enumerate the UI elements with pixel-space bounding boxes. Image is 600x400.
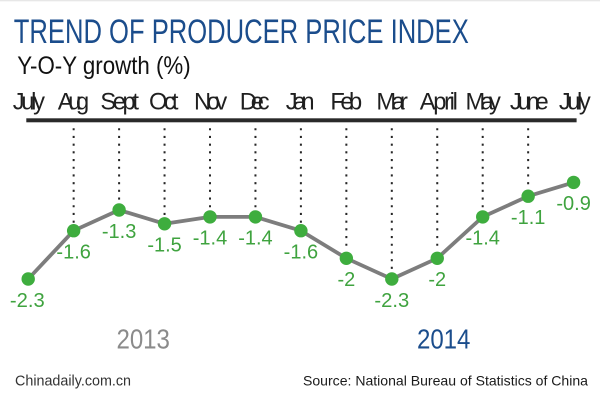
svg-text:July: July [13,90,46,116]
svg-text:-0.9: -0.9 [556,193,590,215]
svg-text:Feb: Feb [330,90,363,116]
svg-text:-1.4: -1.4 [238,228,272,250]
svg-text:Mar: Mar [376,90,408,116]
svg-text:-1.1: -1.1 [511,207,545,229]
svg-text:Y-O-Y growth (%): Y-O-Y growth (%) [17,52,191,80]
svg-text:July: July [559,90,592,116]
svg-text:Jan: Jan [286,90,316,116]
svg-text:-2: -2 [428,269,446,291]
svg-text:-2.3: -2.3 [374,290,409,312]
svg-text:-2: -2 [337,269,355,291]
svg-text:May: May [466,90,502,116]
svg-text:-2.3: -2.3 [10,290,45,312]
svg-text:-1.3: -1.3 [102,221,136,243]
svg-text:-1.6: -1.6 [284,242,318,264]
svg-text:Aug: Aug [58,90,90,116]
svg-text:Oct: Oct [149,90,179,116]
svg-text:Dec: Dec [240,90,271,116]
svg-text:June: June [510,90,550,116]
svg-text:Sept: Sept [100,90,139,116]
svg-text:2014: 2014 [417,324,471,355]
svg-text:Chinadaily.com.cn: Chinadaily.com.cn [15,372,131,389]
svg-text:-1.4: -1.4 [465,228,499,250]
svg-text:-1.4: -1.4 [193,228,227,250]
svg-text:Nov: Nov [194,90,228,116]
svg-text:April: April [420,90,459,116]
svg-text:-1.6: -1.6 [56,242,90,264]
svg-text:Source: National Bureau of Sta: Source: National Bureau of Statistics of… [303,372,588,388]
svg-text:2013: 2013 [116,324,170,355]
svg-text:-1.5: -1.5 [147,235,181,257]
svg-text:TREND OF PRODUCER PRICE INDEX: TREND OF PRODUCER PRICE INDEX [14,13,469,51]
